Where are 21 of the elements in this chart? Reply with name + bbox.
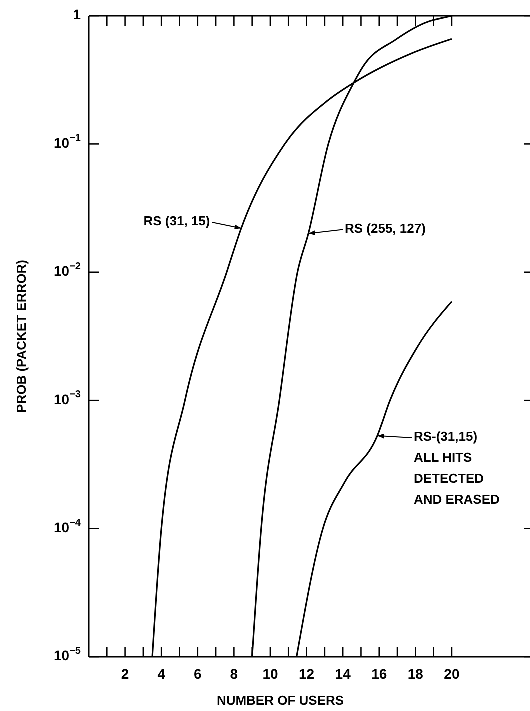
x-tick-label: 14 <box>335 666 352 682</box>
x-tick-label: 18 <box>408 666 424 682</box>
x-tick-label: 20 <box>444 666 460 682</box>
x-tick-label: 4 <box>158 666 166 682</box>
y-tick-label: 10$^{−1}$ <box>54 133 82 151</box>
x-axis-title: NUMBER OF USERS <box>216 693 344 708</box>
annotation: RS (255, 127) <box>344 221 426 236</box>
x-tick-label: 10 <box>262 666 278 682</box>
x-tick-label: 6 <box>194 666 202 682</box>
x-tick-label: 2 <box>121 666 130 682</box>
y-tick-label: 10$^{−2}$ <box>54 262 82 280</box>
x-tick-label: 8 <box>230 666 238 682</box>
x-tick-label: 12 <box>298 666 315 682</box>
x-tick-label: 16 <box>372 666 388 682</box>
annotation: RS (31, 15) <box>144 214 210 229</box>
y-tick-label: 10$^{−5}$ <box>54 646 82 664</box>
y-tick-label: 10$^{−4}$ <box>54 518 82 536</box>
annotation: RS-(31,15) ALL HITS DETECTED AND ERASED <box>414 429 500 508</box>
y-tick-label: 10$^{−3}$ <box>54 390 82 408</box>
y-tick-label: 1 <box>73 6 82 23</box>
y-axis-title: PROB (PACKET ERROR) <box>14 260 29 413</box>
